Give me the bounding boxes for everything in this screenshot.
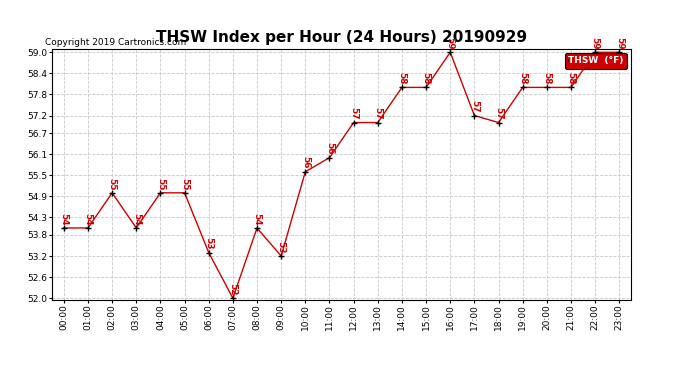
- Text: Copyright 2019 Cartronics.com: Copyright 2019 Cartronics.com: [45, 38, 186, 47]
- Text: 59: 59: [591, 37, 600, 50]
- Text: 55: 55: [108, 177, 117, 190]
- Text: 56: 56: [325, 142, 334, 155]
- Text: 58: 58: [397, 72, 406, 85]
- Text: 55: 55: [156, 177, 165, 190]
- Text: 58: 58: [518, 72, 527, 85]
- Text: 58: 58: [542, 72, 551, 85]
- Text: 57: 57: [470, 100, 479, 113]
- Legend: THSW  (°F): THSW (°F): [565, 53, 627, 69]
- Text: 58: 58: [566, 72, 575, 85]
- Text: 56: 56: [301, 156, 310, 169]
- Text: 54: 54: [59, 213, 68, 225]
- Text: 52: 52: [228, 283, 237, 296]
- Text: 53: 53: [204, 237, 213, 250]
- Text: 55: 55: [180, 177, 189, 190]
- Text: 54: 54: [132, 213, 141, 225]
- Text: 59: 59: [446, 37, 455, 50]
- Text: 57: 57: [373, 107, 382, 120]
- Text: 57: 57: [494, 107, 503, 120]
- Text: 53: 53: [277, 241, 286, 253]
- Text: 54: 54: [83, 213, 92, 225]
- Text: 57: 57: [349, 107, 358, 120]
- Text: 59: 59: [615, 37, 624, 50]
- Text: 54: 54: [253, 213, 262, 225]
- Text: 58: 58: [422, 72, 431, 85]
- Title: THSW Index per Hour (24 Hours) 20190929: THSW Index per Hour (24 Hours) 20190929: [156, 30, 527, 45]
